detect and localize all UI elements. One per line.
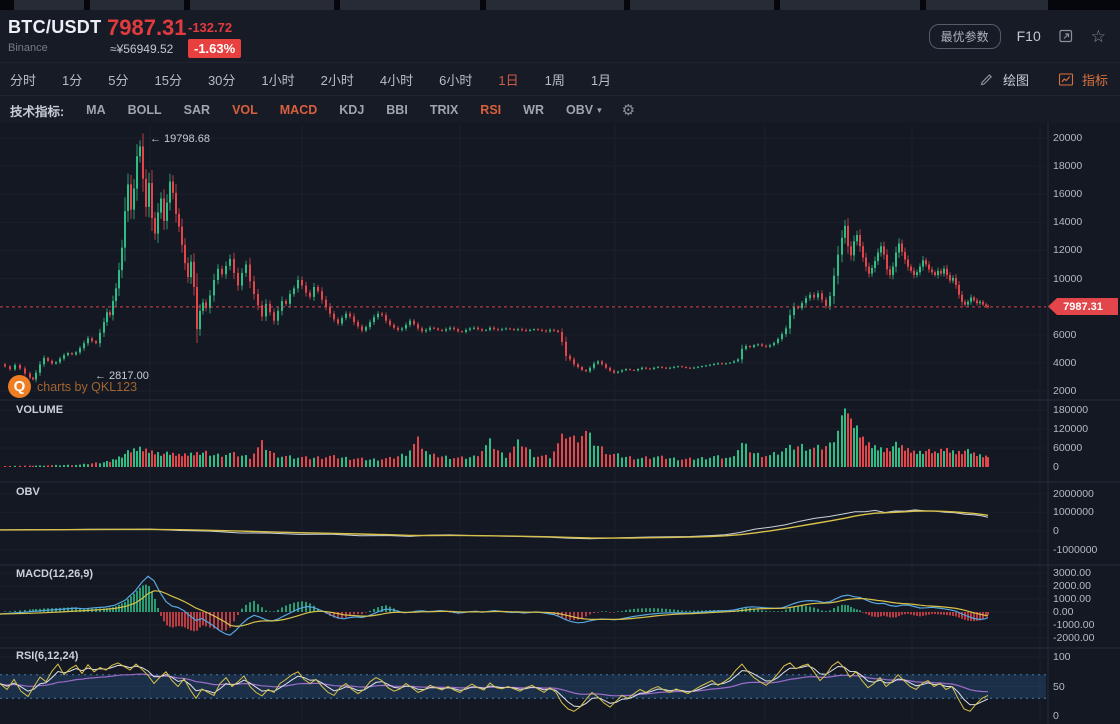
- browser-tab[interactable]: [90, 0, 184, 10]
- axis-tick-label: 18000: [1053, 160, 1083, 173]
- axis-tick-label: -1000.00: [1053, 619, 1095, 631]
- timeframe-item[interactable]: 1分: [62, 72, 83, 88]
- low-annotation: ← 2817.00: [95, 370, 149, 382]
- axis-tick-label: 100: [1053, 651, 1071, 663]
- price-cny: ≈¥56949.52: [110, 42, 174, 56]
- chart-canvas[interactable]: [0, 123, 1120, 724]
- axis-tick-label: 4000: [1053, 356, 1077, 369]
- indicator-item[interactable]: WR: [523, 103, 544, 117]
- timeframe-item[interactable]: 2小时: [320, 72, 354, 88]
- indicator-item-rsi[interactable]: RSI: [480, 103, 502, 117]
- axis-tick-label: 0: [1053, 710, 1059, 722]
- browser-tab[interactable]: [190, 0, 334, 10]
- watermark: Q charts by QKL123: [8, 375, 137, 398]
- timeframe-item[interactable]: 4小时: [379, 72, 414, 88]
- axis-tick-label: 3000.00: [1053, 567, 1091, 579]
- indicator-item-macd[interactable]: MACD: [279, 103, 318, 117]
- timeframe-item[interactable]: 分时: [10, 72, 37, 88]
- timeframe-item[interactable]: 5分: [108, 72, 129, 88]
- axis-tick-label: 2000000: [1053, 487, 1094, 500]
- indicator-item[interactable]: TRIX: [429, 103, 459, 117]
- last-price-tag: 7987.31: [1048, 298, 1118, 315]
- browser-tab[interactable]: [14, 0, 84, 10]
- timeframe-item[interactable]: 15分: [154, 72, 182, 88]
- axis-tick-label: 180000: [1053, 404, 1089, 416]
- browser-tab[interactable]: [926, 0, 1048, 10]
- chart-area: ← 19798.68 ← 2817.00 Q charts by QKL123 …: [0, 123, 1120, 724]
- browser-tab[interactable]: [486, 0, 624, 10]
- indicator-item[interactable]: KDJ: [339, 103, 365, 117]
- indicator-item[interactable]: SAR: [183, 103, 211, 117]
- obv-pane-label: OBV: [16, 486, 40, 498]
- axis-tick-label: 20000: [1053, 132, 1083, 144]
- indicator-item[interactable]: BOLL: [127, 103, 162, 117]
- high-annotation: ← 19798.68: [150, 133, 210, 145]
- timeframe-bar: 分时 1分 5分 15分 30分 1小时 2小时 4小时 6小时 1日 1周 1…: [0, 63, 1120, 96]
- optimal-params-button[interactable]: 最优参数: [928, 23, 1001, 49]
- indicator-item[interactable]: BBI: [386, 103, 408, 117]
- axis-tick-label: 14000: [1053, 216, 1083, 229]
- draw-tool-button[interactable]: 绘图: [1002, 72, 1029, 88]
- qkl123-logo: Q: [8, 375, 31, 398]
- symbol-name: BTC/USDT: [8, 17, 102, 37]
- exchange-name: Binance: [8, 42, 48, 54]
- fullscreen-icon[interactable]: [1057, 27, 1075, 45]
- axis-tick-label: -1000000: [1053, 543, 1098, 556]
- axis-tick-label: 16000: [1053, 188, 1083, 201]
- indicator-item[interactable]: MA: [86, 103, 106, 117]
- axis-tick-label: 1000000: [1053, 506, 1094, 519]
- symbol-header: BTC/USDT Binance 7987.31 ≈¥56949.52 -132…: [0, 10, 1120, 63]
- browser-tab[interactable]: [630, 0, 774, 10]
- axis-tick-label: 6000: [1053, 328, 1077, 341]
- axis-tick-label: 60000: [1053, 442, 1083, 454]
- timeframe-item[interactable]: 1小时: [261, 72, 295, 88]
- axis-tick-label: 0.00: [1053, 606, 1074, 618]
- macd-pane-label: MACD(12,26,9): [16, 568, 94, 580]
- axis-tick-label: 50: [1053, 680, 1065, 693]
- volume-pane-label: VOLUME: [16, 404, 64, 416]
- timeframe-item-daily[interactable]: 1日: [498, 72, 519, 88]
- last-price: 7987.31: [107, 15, 187, 40]
- gear-icon[interactable]: ⚙: [621, 101, 636, 119]
- favorite-star-icon[interactable]: ☆: [1090, 26, 1106, 46]
- timeframe-item[interactable]: 30分: [207, 72, 236, 88]
- rsi-pane-label: RSI(6,12,24): [16, 650, 79, 662]
- indicator-item-obv[interactable]: OBV ▾: [566, 103, 602, 117]
- axis-tick-label: 2000.00: [1053, 580, 1091, 592]
- watermark-text: charts by QKL123: [37, 379, 138, 394]
- axis-tick-label: 1000.00: [1053, 593, 1091, 605]
- indicator-tool-button[interactable]: 指标: [1081, 72, 1108, 88]
- f10-button[interactable]: F10: [1016, 28, 1041, 44]
- pencil-icon: [978, 70, 996, 88]
- chart-indicator-icon: [1057, 70, 1075, 88]
- timeframe-item[interactable]: 1周: [544, 72, 565, 88]
- indicator-caption: 技术指标:: [10, 104, 65, 119]
- axis-tick-label: 120000: [1053, 423, 1089, 435]
- browser-tab[interactable]: [780, 0, 920, 10]
- axis-tick-label: 10000: [1053, 272, 1083, 285]
- axis-tick-label: 0: [1053, 525, 1059, 537]
- indicator-bar: 技术指标: MA BOLL SAR VOL MACD KDJ BBI TRIX …: [0, 96, 1120, 125]
- price-change: -132.72: [188, 20, 233, 35]
- axis-tick-label: 12000: [1053, 244, 1083, 257]
- indicator-item-label: OBV: [565, 103, 594, 117]
- axis-tick-label: 0: [1053, 461, 1059, 473]
- price-change-pct-badge: -1.63%: [188, 39, 242, 58]
- browser-tabstrip: [0, 0, 1120, 10]
- timeframe-item[interactable]: 1月: [590, 72, 612, 88]
- indicator-item-vol[interactable]: VOL: [232, 103, 258, 117]
- axis-tick-label: -2000.00: [1053, 632, 1095, 644]
- axis-tick-label: 2000: [1053, 385, 1077, 397]
- timeframe-item[interactable]: 6小时: [439, 72, 473, 88]
- browser-tab[interactable]: [340, 0, 480, 10]
- chevron-down-icon: ▾: [597, 104, 602, 115]
